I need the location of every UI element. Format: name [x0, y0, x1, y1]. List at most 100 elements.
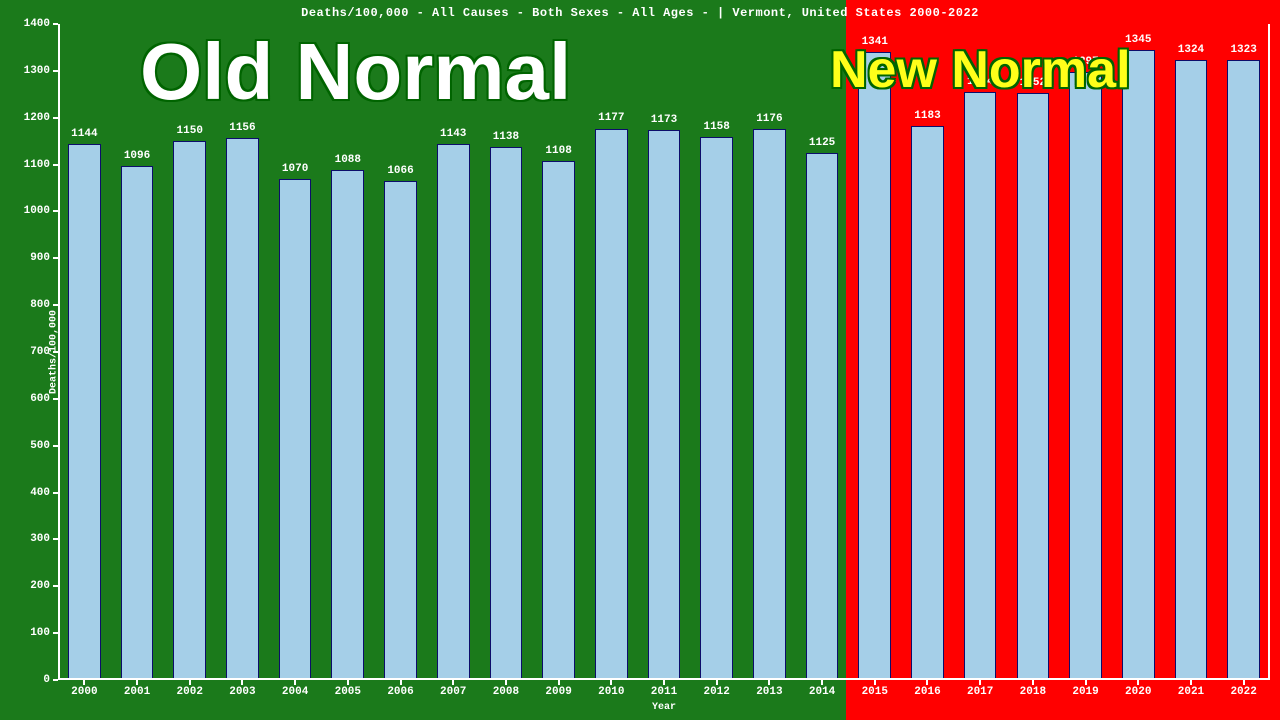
x-tick-label: 2008 — [493, 686, 519, 698]
x-tick — [83, 680, 85, 685]
y-tick-label: 600 — [30, 393, 50, 405]
x-tick-label: 2001 — [124, 686, 150, 698]
bar-2013 — [753, 129, 786, 680]
annotation-old-normal: Old Normal — [140, 26, 571, 118]
bar-2010 — [595, 129, 628, 681]
x-tick-label: 2012 — [703, 686, 729, 698]
x-tick — [821, 680, 823, 685]
y-tick-label: 900 — [30, 252, 50, 264]
x-tick — [189, 680, 191, 685]
x-tick-label: 2016 — [914, 686, 940, 698]
bar-2009 — [542, 161, 575, 680]
bar-2016 — [911, 126, 944, 680]
x-tick — [452, 680, 454, 685]
x-tick — [874, 680, 876, 685]
x-tick-label: 2018 — [1020, 686, 1046, 698]
bar-2017 — [964, 92, 997, 680]
x-axis — [58, 678, 1270, 680]
x-tick-label: 2010 — [598, 686, 624, 698]
y-tick-label: 0 — [43, 674, 50, 686]
bar-2011 — [648, 130, 681, 680]
bar-value-label: 1156 — [229, 122, 255, 134]
x-tick-label: 2005 — [335, 686, 361, 698]
y-tick-label: 1100 — [24, 159, 50, 171]
bar-2001 — [121, 166, 154, 680]
bar-2005 — [331, 170, 364, 680]
bar-2000 — [68, 144, 101, 680]
y-axis-label: Deaths/100,000 — [49, 310, 60, 394]
y-tick-label: 400 — [30, 487, 50, 499]
x-tick — [610, 680, 612, 685]
bar-value-label: 1183 — [914, 110, 940, 122]
x-tick-label: 2013 — [756, 686, 782, 698]
bar-value-label: 1066 — [387, 165, 413, 177]
x-tick — [663, 680, 665, 685]
bar-2004 — [279, 179, 312, 680]
y-tick-label: 1000 — [24, 205, 50, 217]
x-tick — [558, 680, 560, 685]
y-tick-label: 300 — [30, 533, 50, 545]
y-axis-right — [1268, 24, 1270, 680]
x-tick-label: 2017 — [967, 686, 993, 698]
x-tick-label: 2006 — [387, 686, 413, 698]
bar-2006 — [384, 181, 417, 680]
x-tick-label: 2007 — [440, 686, 466, 698]
deaths-bar-chart: Deaths/100,000 - All Causes - Both Sexes… — [0, 0, 1280, 720]
x-tick-label: 2000 — [71, 686, 97, 698]
bar-value-label: 1088 — [335, 154, 361, 166]
bar-2002 — [173, 141, 206, 680]
bar-2019 — [1069, 72, 1102, 680]
bar-value-label: 1125 — [809, 137, 835, 149]
bar-2003 — [226, 138, 259, 680]
x-tick — [1243, 680, 1245, 685]
x-tick — [347, 680, 349, 685]
bar-value-label: 1158 — [703, 121, 729, 133]
bar-2020 — [1122, 50, 1155, 680]
bar-value-label: 1323 — [1230, 44, 1256, 56]
x-tick — [979, 680, 981, 685]
bar-value-label: 1177 — [598, 112, 624, 124]
x-tick — [1085, 680, 1087, 685]
bar-value-label: 1176 — [756, 113, 782, 125]
x-tick — [1190, 680, 1192, 685]
plot-area: 0100200300400500600700800900100011001200… — [58, 24, 1270, 680]
bar-2008 — [490, 147, 523, 680]
bar-2018 — [1017, 93, 1050, 680]
bar-value-label: 1138 — [493, 131, 519, 143]
bar-2012 — [700, 137, 733, 680]
y-tick-label: 200 — [30, 580, 50, 592]
x-tick — [241, 680, 243, 685]
x-tick-label: 2019 — [1072, 686, 1098, 698]
bar-2014 — [806, 153, 839, 680]
x-tick — [768, 680, 770, 685]
annotation-new-normal: New Normal — [830, 40, 1131, 100]
x-tick — [136, 680, 138, 685]
x-tick-label: 2004 — [282, 686, 308, 698]
bar-value-label: 1173 — [651, 114, 677, 126]
bar-value-label: 1150 — [177, 125, 203, 137]
x-tick — [1137, 680, 1139, 685]
y-tick-label: 500 — [30, 440, 50, 452]
bar-value-label: 1144 — [71, 128, 97, 140]
bar-value-label: 1096 — [124, 150, 150, 162]
bar-value-label: 1070 — [282, 163, 308, 175]
x-tick — [1032, 680, 1034, 685]
y-tick-label: 1300 — [24, 65, 50, 77]
x-tick — [400, 680, 402, 685]
x-tick — [716, 680, 718, 685]
bar-value-label: 1324 — [1178, 44, 1204, 56]
x-tick-label: 2003 — [229, 686, 255, 698]
x-tick — [505, 680, 507, 685]
y-tick-label: 1400 — [24, 18, 50, 30]
x-tick-label: 2009 — [545, 686, 571, 698]
x-tick-label: 2015 — [862, 686, 888, 698]
x-tick-label: 2022 — [1230, 686, 1256, 698]
bar-value-label: 1108 — [545, 145, 571, 157]
bar-2015 — [858, 52, 891, 680]
chart-title: Deaths/100,000 - All Causes - Both Sexes… — [0, 6, 1280, 20]
bar-2022 — [1227, 60, 1260, 680]
bar-2021 — [1175, 60, 1208, 680]
bar-2007 — [437, 144, 470, 680]
x-tick — [926, 680, 928, 685]
x-tick-label: 2011 — [651, 686, 677, 698]
